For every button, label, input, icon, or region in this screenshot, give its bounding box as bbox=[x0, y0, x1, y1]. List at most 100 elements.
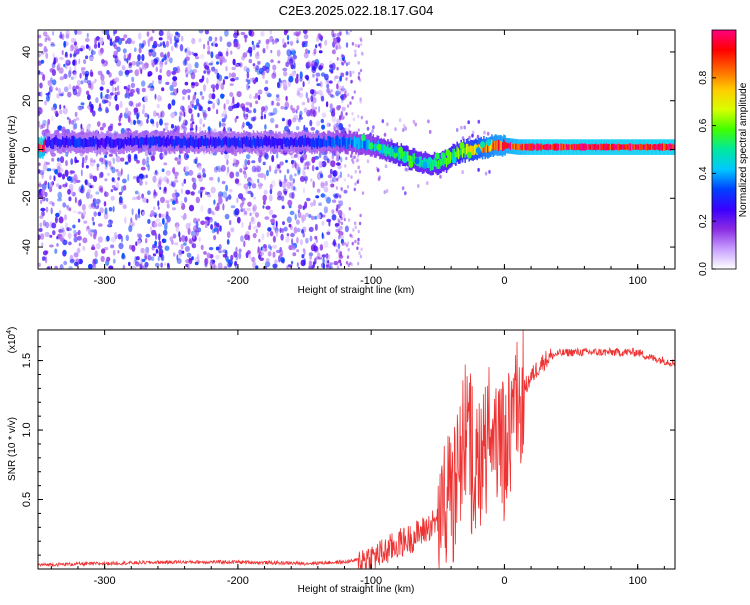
noise-dot bbox=[186, 252, 192, 258]
band-core bbox=[221, 138, 224, 148]
noise-dot bbox=[108, 265, 114, 269]
noise-dot bbox=[171, 80, 178, 88]
noise-dot bbox=[137, 239, 142, 246]
band-core bbox=[573, 143, 576, 151]
noise-dot bbox=[180, 105, 184, 111]
band-core bbox=[181, 138, 184, 148]
noise-dot bbox=[351, 112, 354, 116]
band-core bbox=[324, 139, 327, 147]
band-core bbox=[591, 143, 593, 151]
band-core bbox=[137, 138, 140, 149]
band-core bbox=[639, 143, 641, 151]
noise-dot bbox=[141, 211, 145, 216]
noise-dot bbox=[146, 31, 150, 37]
noise-dot bbox=[159, 118, 163, 126]
band-core bbox=[508, 143, 510, 149]
band-core bbox=[389, 146, 392, 158]
band-core bbox=[321, 139, 324, 147]
noise-dot bbox=[299, 239, 303, 246]
noise-dot bbox=[73, 49, 77, 54]
noise-dot bbox=[116, 59, 121, 67]
noise-dot bbox=[44, 250, 49, 254]
noise-dot bbox=[341, 62, 345, 66]
noise-dot bbox=[73, 118, 77, 123]
noise-dot bbox=[77, 105, 80, 110]
band-core bbox=[401, 150, 404, 162]
noise-dot bbox=[128, 225, 133, 233]
noise-dot bbox=[296, 37, 299, 43]
noise-dot bbox=[64, 59, 70, 64]
noise-dot bbox=[280, 106, 285, 110]
noise-dot bbox=[157, 206, 160, 210]
noise-dot bbox=[350, 79, 353, 84]
noise-dot bbox=[166, 215, 171, 223]
band-core bbox=[99, 139, 101, 149]
noise-dot bbox=[52, 31, 55, 36]
noise-dot bbox=[325, 253, 329, 259]
noise-dot bbox=[305, 92, 308, 99]
noise-dot bbox=[214, 68, 219, 75]
noise-dot bbox=[349, 30, 352, 33]
noise-dot bbox=[110, 244, 115, 249]
noise-dot bbox=[235, 76, 239, 81]
noise-dot bbox=[297, 166, 301, 174]
noise-dot bbox=[283, 30, 288, 36]
noise-dot bbox=[344, 225, 349, 233]
noise-dot bbox=[104, 191, 109, 197]
noise-dot bbox=[275, 97, 281, 102]
noise-dot bbox=[114, 77, 120, 82]
band-core bbox=[211, 138, 213, 147]
noise-dot bbox=[295, 163, 300, 171]
noise-dot bbox=[191, 235, 197, 242]
band-blob bbox=[466, 151, 472, 159]
y-tick-label: 0.5 bbox=[21, 492, 33, 507]
noise-dot bbox=[335, 248, 339, 253]
noise-dot bbox=[58, 210, 62, 215]
band-blob bbox=[445, 149, 451, 157]
band-core bbox=[559, 143, 561, 151]
noise-dot bbox=[195, 124, 198, 132]
noise-dot bbox=[195, 98, 200, 105]
noise-dot bbox=[269, 231, 274, 237]
band-core bbox=[308, 138, 311, 147]
noise-dot bbox=[127, 84, 131, 91]
noise-dot bbox=[285, 236, 290, 243]
noise-dot bbox=[279, 249, 284, 257]
noise-dot bbox=[180, 105, 185, 111]
noise-dot bbox=[263, 113, 267, 120]
noise-dot bbox=[254, 167, 259, 173]
noise-dot bbox=[135, 60, 140, 67]
noise-dot bbox=[276, 49, 281, 57]
noise-dot bbox=[315, 166, 319, 171]
noise-dot bbox=[106, 34, 110, 40]
noise-dot bbox=[329, 108, 334, 113]
band-core bbox=[411, 156, 413, 165]
noise-dot bbox=[345, 42, 349, 48]
band-core bbox=[648, 144, 650, 150]
band-core bbox=[631, 143, 633, 151]
noise-dot bbox=[53, 57, 56, 65]
noise-dot bbox=[137, 91, 140, 95]
noise-dot bbox=[318, 202, 322, 206]
noise-dot bbox=[131, 244, 136, 252]
noise-dot bbox=[184, 171, 190, 177]
band-blob bbox=[480, 141, 485, 149]
noise-dot bbox=[247, 79, 251, 85]
noise-dot bbox=[122, 185, 127, 191]
noise-dot bbox=[259, 257, 264, 262]
noise-dot bbox=[147, 71, 153, 77]
noise-dot bbox=[316, 213, 321, 220]
noise-dot bbox=[228, 188, 233, 193]
noise-dot bbox=[65, 204, 70, 208]
noise-dot bbox=[255, 100, 259, 105]
noise-dot bbox=[49, 85, 53, 93]
band-core bbox=[39, 144, 41, 152]
band-core bbox=[193, 139, 196, 149]
noise-dot bbox=[136, 119, 141, 125]
noise-dot bbox=[176, 157, 182, 163]
noise-dot bbox=[48, 94, 52, 98]
noise-dot bbox=[345, 112, 348, 116]
noise-dot bbox=[243, 34, 248, 39]
band-core bbox=[407, 151, 409, 162]
